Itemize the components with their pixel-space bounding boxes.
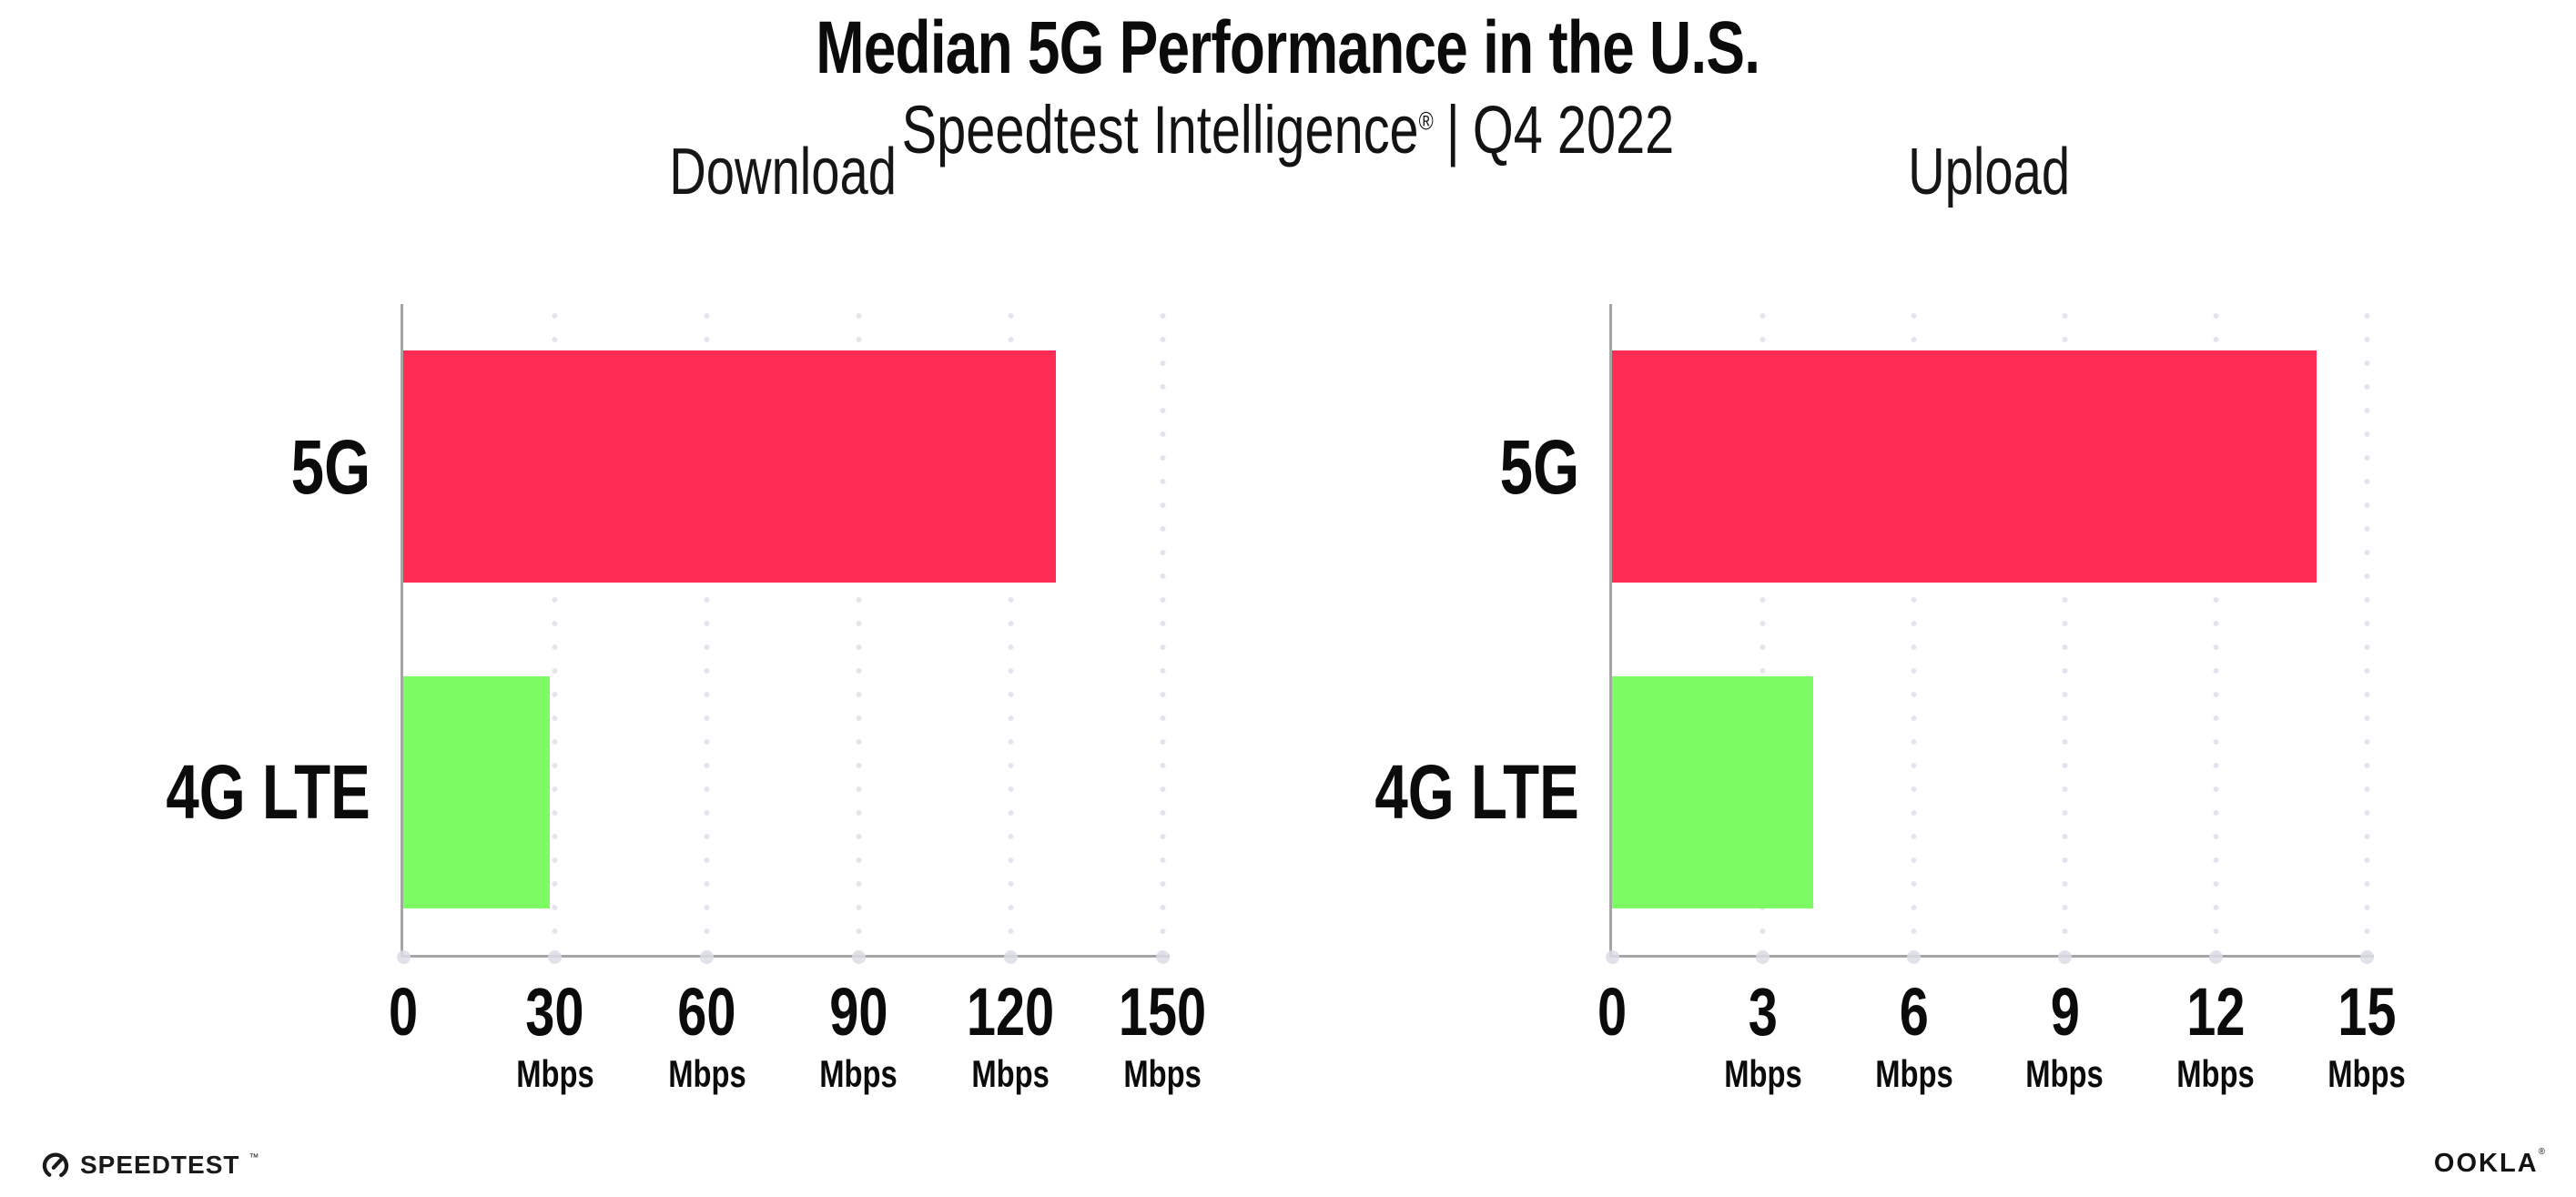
x-tick-unit: Mbps — [2328, 1052, 2406, 1095]
category-label-4g-lte: 4G LTE — [108, 754, 370, 830]
upload-y-axis-line — [1609, 304, 1612, 958]
speedtest-logo: SPEEDTEST ™ — [40, 1150, 259, 1181]
x-tick-unit: Mbps — [516, 1052, 594, 1095]
axis-tick-dot-0 — [1605, 950, 1619, 964]
speedtest-wordmark: SPEEDTEST — [80, 1151, 240, 1179]
speedtest-gauge-icon — [42, 1152, 69, 1179]
ookla-wordmark: OOKLA — [2433, 1149, 2539, 1178]
registered-mark: ® — [1418, 107, 1434, 136]
x-tick-value: 6 — [1899, 974, 1929, 1050]
x-tick-value: 0 — [388, 974, 419, 1050]
axis-tick-dot-6 — [1907, 950, 1922, 964]
gridline-120 — [1007, 304, 1014, 959]
x-tick-value: 30 — [525, 974, 584, 1050]
subtitle-brand: Speedtest Intelligence — [901, 92, 1419, 167]
x-tick-15: 15 Mbps — [2317, 979, 2417, 1093]
download-bar-5g — [403, 350, 1057, 583]
upload-chart: Upload 0 3 Mbps 6 Mbps 9 Mbps 12 Mbps 15 Mbps 5G 4G … — [1375, 136, 2406, 1093]
gridline-12 — [2212, 304, 2219, 959]
x-tick-value: 12 — [2186, 974, 2246, 1050]
x-tick-3: 3 Mbps — [1713, 979, 1813, 1093]
axis-tick-dot-12 — [2208, 950, 2223, 964]
category-label-text: 5G — [290, 423, 370, 510]
download-bar-4g-lte — [403, 675, 551, 908]
x-tick-12: 12 Mbps — [2165, 979, 2266, 1093]
x-tick-value: 120 — [967, 974, 1055, 1050]
x-tick-value: 9 — [2050, 974, 2080, 1050]
x-tick-unit: Mbps — [1123, 1052, 1202, 1095]
axis-tick-dot-90 — [851, 950, 866, 964]
axis-tick-dot-120 — [1003, 950, 1018, 964]
gridline-9 — [2061, 304, 2068, 959]
upload-bar-4g-lte — [1612, 675, 1814, 908]
x-tick-9: 9 Mbps — [2015, 979, 2115, 1093]
download-chart-title-text: Download — [669, 136, 897, 208]
x-tick-unit: Mbps — [667, 1052, 746, 1095]
x-tick-90: 90 Mbps — [809, 979, 909, 1093]
download-x-axis-line — [401, 955, 1170, 958]
x-tick-60: 60 Mbps — [657, 979, 757, 1093]
x-tick-unit: Mbps — [819, 1052, 898, 1095]
ookla-registered-mark: ® — [2538, 1147, 2545, 1157]
axis-tick-dot-15 — [2359, 950, 2374, 964]
upload-chart-title-text: Upload — [1908, 136, 2071, 208]
axis-tick-dot-0 — [396, 950, 411, 964]
category-label-text: 4G LTE — [1374, 749, 1579, 836]
speedtest-trademark-mark: ™ — [248, 1152, 259, 1163]
x-tick-value: 150 — [1118, 974, 1207, 1050]
x-tick-0: 0 — [384, 979, 421, 1093]
x-tick-unit: Mbps — [1874, 1052, 1953, 1095]
gridline-60 — [704, 304, 711, 959]
upload-x-axis-line — [1609, 955, 2374, 958]
upload-chart-title: Upload — [1612, 135, 2367, 209]
x-tick-value: 0 — [1597, 974, 1628, 1050]
category-label-5g: 5G — [269, 429, 370, 505]
upload-bar-5g — [1612, 350, 2317, 583]
subtitle-period: Q4 2022 — [1472, 92, 1675, 167]
x-tick-value: 60 — [677, 974, 736, 1050]
x-tick-unit: Mbps — [971, 1052, 1050, 1095]
x-tick-value: 90 — [829, 974, 888, 1050]
download-chart: Download 0 30 Mbps 60 Mbps 90 Mbps 120 Mbps 150 Mb… — [167, 136, 1207, 1093]
page-title: Median 5G Performance in the U.S. — [0, 5, 2576, 91]
subtitle-separator: | — [1445, 92, 1460, 167]
download-y-axis-line — [401, 304, 403, 958]
page-title-text: Median 5G Performance in the U.S. — [816, 6, 1761, 89]
category-label-5g: 5G — [1477, 429, 1579, 505]
download-chart-title: Download — [403, 135, 1162, 209]
gridline-90 — [855, 304, 862, 959]
axis-tick-dot-9 — [2057, 950, 2072, 964]
gridline-15 — [2363, 304, 2370, 959]
category-label-text: 5G — [1499, 423, 1579, 510]
page-subtitle: Speedtest Intelligence® | Q4 2022 — [0, 91, 2576, 168]
axis-tick-dot-30 — [548, 950, 563, 964]
x-tick-unit: Mbps — [2025, 1052, 2104, 1095]
axis-tick-dot-150 — [1155, 950, 1170, 964]
x-tick-0: 0 — [1593, 979, 1630, 1093]
x-tick-120: 120 Mbps — [954, 979, 1066, 1093]
x-tick-unit: Mbps — [2176, 1052, 2255, 1095]
gridline-30 — [552, 304, 559, 959]
x-tick-value: 15 — [2337, 974, 2397, 1050]
gridline-150 — [1159, 304, 1166, 959]
page-subtitle-text: Speedtest Intelligence® | Q4 2022 — [902, 91, 1675, 168]
ookla-logo: OOKLA ® — [2433, 1147, 2545, 1179]
axis-tick-dot-60 — [700, 950, 715, 964]
axis-tick-dot-3 — [1756, 950, 1770, 964]
x-tick-unit: Mbps — [1724, 1052, 1802, 1095]
x-tick-150: 150 Mbps — [1106, 979, 1218, 1093]
gridline-6 — [1911, 304, 1918, 959]
x-tick-value: 3 — [1748, 974, 1778, 1050]
x-tick-6: 6 Mbps — [1864, 979, 1964, 1093]
x-tick-30: 30 Mbps — [505, 979, 605, 1093]
gridline-3 — [1760, 304, 1767, 959]
category-label-4g-lte: 4G LTE — [1317, 754, 1579, 830]
category-label-text: 4G LTE — [166, 749, 370, 836]
